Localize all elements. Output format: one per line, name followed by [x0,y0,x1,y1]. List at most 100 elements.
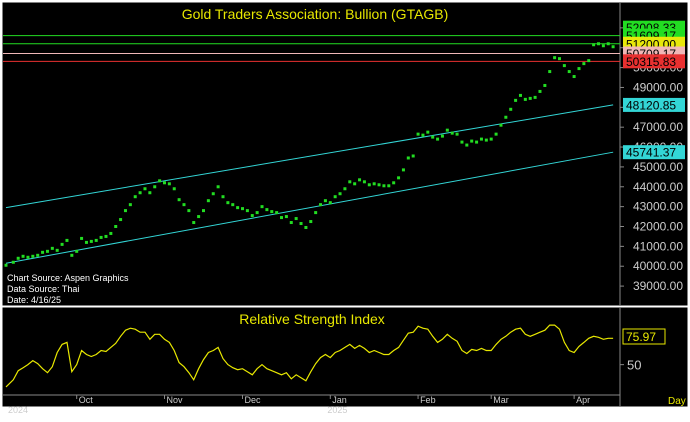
trend-channel [5,104,614,264]
price-point [162,181,166,185]
price-point [192,221,196,225]
price-point [4,263,8,267]
price-chart-title: Gold Traders Association: Bullion (GTAGB… [182,6,449,22]
price-point [587,59,591,63]
price-point [89,239,93,243]
price-point [289,221,293,225]
price-point [265,208,269,212]
price-point [499,123,503,127]
x-axis: Oct Nov Dec Jan Feb Mar Apr 2024 2025 [8,395,590,415]
price-point [431,135,435,139]
price-point [533,95,537,99]
price-point [406,156,410,160]
price-point [55,248,59,252]
price-point [236,206,240,210]
price-point [241,207,245,211]
price-point [562,64,566,68]
price-point [255,211,259,215]
level-label-box [623,97,685,112]
price-point [567,70,571,74]
level-label-box [623,145,685,160]
price-point [182,203,186,207]
price-point [304,225,308,229]
rsi-series [5,324,614,388]
price-point [382,184,386,188]
price-point [36,253,40,257]
price-point [596,42,600,46]
level-label: 48120.85 [626,98,676,112]
price-point [484,138,488,142]
price-point [31,254,35,258]
price-point [275,211,279,215]
price-point [611,45,615,49]
price-point [172,187,176,191]
rsi-last-value-badge [622,328,666,345]
price-y-tick-label: 49000.00 [633,80,683,94]
x-month-label: Dec [245,395,262,405]
price-point [104,234,108,238]
price-point [387,184,391,188]
price-point [280,216,284,220]
price-point [16,256,20,260]
price-point [260,205,264,209]
x-month-label: Jan [332,395,347,405]
price-point [362,180,366,184]
channel-lower-line [5,151,614,264]
price-point [470,139,474,143]
price-point [245,209,249,213]
level-lines [3,35,620,62]
x-month-label: Feb [420,395,436,405]
price-point [84,240,88,244]
price-point [187,209,191,213]
price-point [338,192,342,196]
level-label: 50315.83 [626,55,676,69]
price-panel [2,2,688,306]
price-point [226,201,230,205]
price-point [421,133,425,137]
price-point [177,198,181,202]
price-point [328,201,332,205]
price-point [231,203,235,207]
level-label: 45741.37 [626,146,676,160]
data-source-annotation: Data Source: Thai [7,284,79,294]
price-point [309,220,313,224]
price-point [372,182,376,186]
price-point [201,209,205,213]
price-point [80,236,84,240]
price-point [153,185,157,189]
price-point [416,132,420,136]
price-y-tick-label: 45000.00 [633,160,683,174]
price-y-tick-label: 39000.00 [633,279,683,293]
price-point [445,128,449,132]
price-point [518,93,522,97]
price-point [460,140,464,144]
price-point [323,199,327,203]
rsi-chart-title: Relative Strength Index [239,311,385,327]
price-point [440,134,444,138]
price-series [4,42,615,267]
price-point [553,56,557,60]
price-point [211,192,215,196]
price-point [353,182,357,186]
price-point [45,249,49,253]
price-y-tick-label: 41000.00 [633,239,683,253]
price-point [133,195,137,199]
price-point [601,44,605,48]
price-point [538,89,542,93]
price-point [358,178,362,182]
price-point [138,191,142,195]
price-point [314,211,318,215]
price-point [26,255,30,259]
price-point [41,250,45,254]
chart-source-annotation: Chart Source: Aspen Graphics [7,273,129,283]
price-point [489,137,493,141]
price-point [548,70,552,74]
price-point [523,97,527,101]
rsi-y-axis: 50 [620,358,641,373]
price-point [65,238,69,242]
x-month-label: Apr [576,395,590,405]
price-point [294,217,298,221]
price-point [197,215,201,219]
price-point [509,107,513,111]
